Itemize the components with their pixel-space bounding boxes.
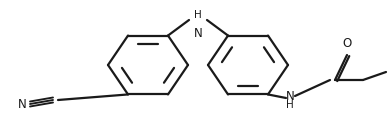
Text: H: H xyxy=(286,100,294,110)
Text: O: O xyxy=(342,37,352,50)
Text: N: N xyxy=(18,98,26,110)
Text: N: N xyxy=(194,27,202,40)
Text: N: N xyxy=(286,90,294,102)
Text: H: H xyxy=(194,10,202,20)
